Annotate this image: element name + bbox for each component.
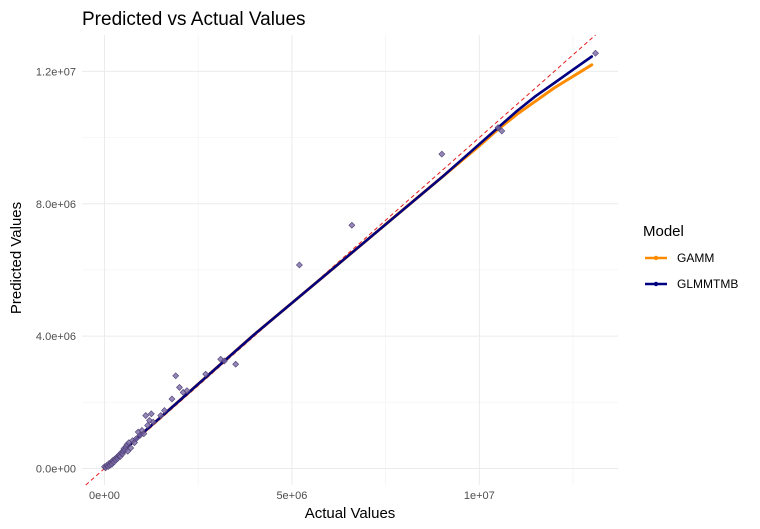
data-point xyxy=(144,422,152,429)
data-point xyxy=(172,372,180,380)
data-point xyxy=(146,417,153,424)
y-axis-title: Predicted Values xyxy=(8,202,25,314)
data-point xyxy=(183,387,191,395)
legend-title: Model xyxy=(643,223,684,240)
legend: Model GAMM GLMMTMB xyxy=(643,223,738,291)
y-tick-label: 0.0e+00 xyxy=(36,463,76,475)
data-point xyxy=(176,383,183,391)
legend-label: GAMM xyxy=(677,251,714,265)
grid-minor xyxy=(82,35,618,485)
series-line-glmmtmb xyxy=(103,55,594,470)
x-tick-label: 5e+06 xyxy=(276,490,307,502)
chart-title: Predicted vs Actual Values xyxy=(82,9,306,30)
data-point xyxy=(157,412,165,419)
data-point xyxy=(221,357,228,365)
y-tick-label: 8.0e+06 xyxy=(36,199,76,211)
grid-major xyxy=(82,35,618,485)
data-point xyxy=(348,221,356,229)
data-point xyxy=(295,261,303,269)
data-point xyxy=(494,124,502,132)
data-point xyxy=(127,444,135,452)
data-point xyxy=(142,412,150,419)
legend-key-point xyxy=(653,255,659,261)
data-point xyxy=(140,430,148,438)
observed-points xyxy=(101,49,599,472)
x-tick-label: 1e+07 xyxy=(464,490,495,502)
series-line-gamm xyxy=(103,63,594,470)
legend-key-point xyxy=(653,281,659,287)
data-point xyxy=(161,407,168,414)
y-tick-label: 1.2e+07 xyxy=(36,66,76,78)
y-axis-ticks: 0.0e+00 4.0e+06 8.0e+06 1.2e+07 xyxy=(36,66,76,475)
legend-items: GAMM GLMMTMB xyxy=(645,251,738,291)
data-point xyxy=(438,150,446,158)
data-point xyxy=(149,418,157,426)
data-point xyxy=(147,410,155,418)
x-axis-ticks: 0e+00 5e+06 1e+07 xyxy=(89,490,495,502)
y-tick-label: 4.0e+06 xyxy=(36,331,76,343)
x-axis-title: Actual Values xyxy=(305,505,396,522)
data-point xyxy=(232,360,240,368)
x-tick-label: 0e+00 xyxy=(89,490,120,502)
data-point xyxy=(202,370,210,378)
series-lines xyxy=(103,55,594,470)
data-point xyxy=(592,49,599,57)
data-point xyxy=(168,395,176,403)
data-point xyxy=(132,435,140,443)
data-point xyxy=(498,127,506,135)
legend-label: GLMMTMB xyxy=(677,277,738,291)
